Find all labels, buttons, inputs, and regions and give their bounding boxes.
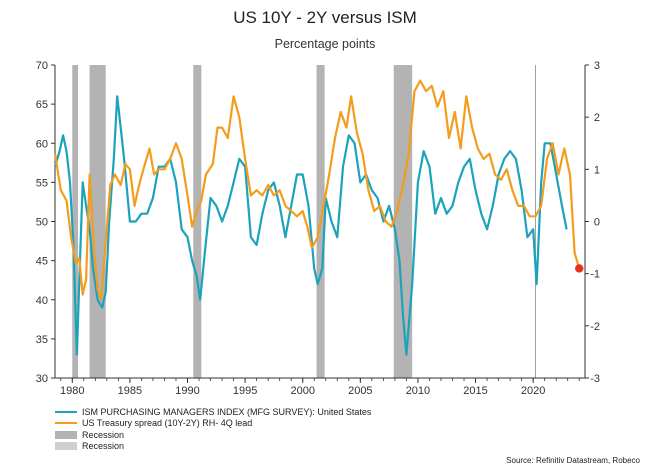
ism-series-line — [53, 95, 568, 356]
x-tick-label-2: 1990 — [175, 385, 199, 397]
legend: ISM PURCHASING MANAGERS INDEX (MFG SURVE… — [55, 406, 371, 452]
recession-band-2 — [193, 65, 202, 378]
y-right-tick-label-4: 1 — [594, 164, 600, 176]
legend-item-spread: US Treasury spread (10Y-2Y) RH- 4Q lead — [55, 418, 371, 430]
x-tick-label-5: 2005 — [348, 385, 372, 397]
recession-band-0 — [72, 65, 79, 378]
y-left-tick-label-0: 30 — [36, 373, 48, 385]
x-tick-label-6: 2010 — [406, 385, 430, 397]
legend-item-recession-2: Recession — [55, 441, 371, 453]
y-left-tick-label-4: 50 — [36, 217, 48, 229]
y-right-tick-label-1: -2 — [590, 321, 600, 333]
legend-swatch-spread — [55, 422, 77, 425]
y-right-tick-label-3: 0 — [594, 217, 600, 229]
y-left-tick-label-2: 40 — [36, 295, 48, 307]
x-tick-label-7: 2015 — [463, 385, 487, 397]
source-note: Source: Refinitiv Datastream, Robeco — [506, 456, 640, 465]
x-tick-label-8: 2020 — [521, 385, 545, 397]
x-tick-label-1: 1985 — [118, 385, 142, 397]
chart-subtitle: Percentage points — [274, 37, 376, 51]
x-tick-label-4: 2000 — [290, 385, 314, 397]
latest-value-marker — [575, 264, 584, 273]
y-right-tick-label-2: -1 — [590, 269, 600, 281]
legend-label-recession: Recession — [82, 429, 125, 440]
legend-swatch-recession-2 — [55, 442, 77, 451]
legend-label-spread: US Treasury spread (10Y-2Y) RH- 4Q lead — [82, 418, 253, 429]
y-right-tick-label-0: -3 — [590, 373, 600, 385]
chart-title: US 10Y - 2Y versus ISM — [233, 8, 417, 27]
y-left-tick-label-5: 55 — [36, 177, 48, 189]
legend-swatch-ism — [55, 410, 77, 413]
legend-item-ism: ISM PURCHASING MANAGERS INDEX (MFG SURVE… — [55, 406, 371, 418]
legend-label-ism: ISM PURCHASING MANAGERS INDEX (MFG SURVE… — [82, 406, 372, 417]
y-right-tick-label-5: 2 — [594, 112, 600, 124]
recession-band-4 — [393, 65, 413, 378]
spread-series-line — [53, 79, 581, 301]
legend-label-recession-2: Recession — [82, 441, 125, 452]
y-left-tick-label-3: 45 — [36, 256, 48, 268]
y-left-tick-label-1: 35 — [36, 334, 48, 346]
y-left-tick-label-7: 65 — [36, 99, 48, 111]
legend-swatch-recession — [55, 430, 77, 439]
x-tick-label-3: 1995 — [233, 385, 257, 397]
y-right-tick-label-6: 3 — [594, 60, 600, 72]
legend-item-recession: Recession — [55, 429, 371, 441]
y-left-tick-label-6: 60 — [36, 138, 48, 150]
y-left-tick-label-8: 70 — [36, 60, 48, 72]
x-tick-label-0: 1980 — [60, 385, 84, 397]
